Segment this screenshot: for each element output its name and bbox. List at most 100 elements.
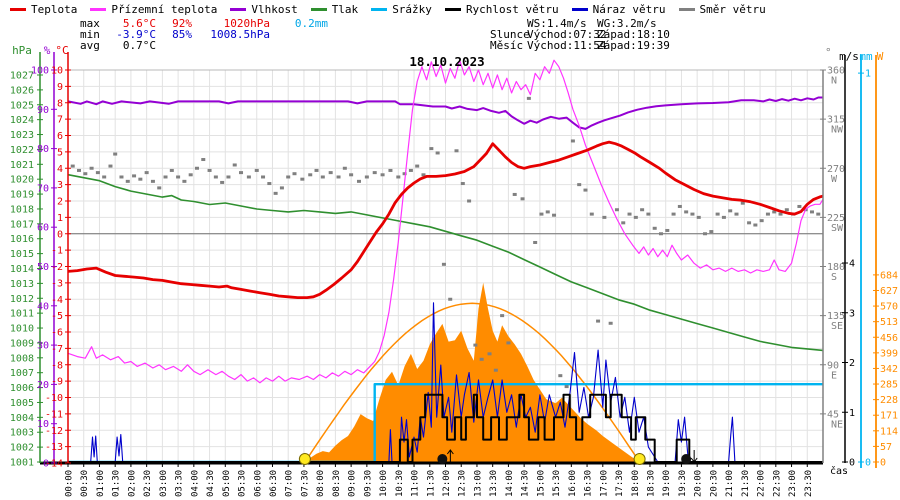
legend-color-dash bbox=[571, 8, 588, 11]
svg-text:13:00: 13:00 bbox=[473, 470, 483, 497]
svg-text:20: 20 bbox=[37, 380, 49, 391]
svg-text:18:30: 18:30 bbox=[646, 470, 656, 497]
svg-text:1026: 1026 bbox=[10, 85, 34, 96]
stat-wind-speed-avg: WS:1.4m/s bbox=[527, 17, 587, 30]
svg-text:02:30: 02:30 bbox=[143, 470, 153, 497]
stat-min-label: min bbox=[80, 28, 100, 41]
legend-color-dash bbox=[230, 8, 247, 11]
svg-text:12:00: 12:00 bbox=[442, 470, 452, 497]
svg-text:1025: 1025 bbox=[10, 100, 34, 111]
svg-text:4: 4 bbox=[849, 259, 855, 270]
legend-item-label: Teplota bbox=[31, 3, 78, 16]
svg-text:-8: -8 bbox=[51, 360, 63, 371]
legend-item-6: Rychlost větru bbox=[444, 3, 559, 16]
svg-text:10: 10 bbox=[37, 419, 49, 430]
svg-text:-4: -4 bbox=[51, 295, 63, 306]
svg-text:3: 3 bbox=[849, 308, 855, 319]
svg-text:E: E bbox=[831, 370, 837, 381]
moonset-arrow-icon bbox=[690, 450, 698, 463]
stat-max-humidity: 92% bbox=[172, 17, 192, 30]
legend-item-label: Přízemní teplota bbox=[111, 3, 218, 16]
svg-text:315: 315 bbox=[827, 115, 845, 126]
legend-color-dash bbox=[90, 8, 107, 11]
svg-text:90: 90 bbox=[827, 360, 839, 371]
svg-text:7: 7 bbox=[57, 115, 63, 126]
svg-text:45: 45 bbox=[827, 409, 839, 420]
svg-text:07:30: 07:30 bbox=[300, 470, 310, 497]
stat-min-temp: -3.9°C bbox=[116, 28, 156, 41]
svg-text:N: N bbox=[831, 76, 837, 87]
stat-min-pressure: 1008.5hPa bbox=[210, 28, 270, 41]
svg-text:1023: 1023 bbox=[10, 130, 34, 141]
legend-item-label: Směr větru bbox=[699, 3, 766, 16]
svg-text:4: 4 bbox=[57, 164, 63, 175]
svg-text:W: W bbox=[831, 174, 838, 185]
svg-text:1005: 1005 bbox=[10, 398, 34, 409]
svg-text:225: 225 bbox=[827, 213, 845, 224]
legend-color-dash bbox=[371, 8, 388, 11]
svg-text:m/s: m/s bbox=[839, 50, 859, 63]
svg-text:270: 270 bbox=[827, 164, 845, 175]
svg-text:1010: 1010 bbox=[10, 324, 34, 335]
svg-text:%: % bbox=[44, 44, 51, 57]
svg-text:°C: °C bbox=[55, 44, 68, 57]
svg-text:11:30: 11:30 bbox=[426, 470, 436, 497]
svg-text:171: 171 bbox=[880, 411, 898, 422]
time-axis-caption: čas bbox=[830, 465, 848, 477]
stat-moonset: Západ:19:39 bbox=[597, 39, 670, 52]
legend-item-8: Směr větru bbox=[678, 3, 766, 16]
svg-text:13:30: 13:30 bbox=[489, 470, 499, 497]
svg-text:03:00: 03:00 bbox=[159, 470, 169, 497]
svg-text:570: 570 bbox=[880, 302, 898, 313]
legend-item-label: Rychlost větru bbox=[465, 3, 559, 16]
svg-text:22:00: 22:00 bbox=[757, 470, 767, 497]
sunrise-marker bbox=[298, 453, 311, 465]
svg-text:23:00: 23:00 bbox=[788, 470, 798, 497]
stats-max-row: max 5.6°C 92% 1020hPa 0.2mm bbox=[80, 17, 328, 30]
moonset-marker bbox=[681, 454, 692, 464]
right-axes: °360N315NW270W225SW180S135SE90E45NEm/s43… bbox=[820, 46, 898, 469]
svg-text:1019: 1019 bbox=[10, 190, 34, 201]
svg-text:1022: 1022 bbox=[10, 145, 34, 156]
svg-text:1: 1 bbox=[849, 408, 855, 419]
svg-text:W: W bbox=[877, 50, 884, 63]
stat-max-temp: 5.6°C bbox=[122, 17, 156, 30]
svg-text:1002: 1002 bbox=[10, 443, 34, 454]
legend-color-dash bbox=[310, 8, 327, 11]
svg-text:06:00: 06:00 bbox=[253, 470, 263, 497]
svg-text:°: ° bbox=[825, 46, 832, 59]
stat-max-label: max bbox=[80, 17, 100, 30]
svg-text:627: 627 bbox=[880, 286, 898, 297]
svg-text:01:00: 01:00 bbox=[96, 470, 106, 497]
chart-legend: Teplota Přízemní teplota Vlhkost Tlak Srážky… bbox=[10, 3, 766, 16]
svg-text:SE: SE bbox=[831, 321, 843, 332]
svg-text:NE: NE bbox=[831, 419, 843, 430]
svg-text:1017: 1017 bbox=[10, 219, 34, 230]
legend-item-label: Náraz větru bbox=[592, 3, 666, 16]
legend-item-label: Tlak bbox=[331, 3, 359, 16]
gridlines bbox=[68, 69, 823, 463]
svg-text:18:00: 18:00 bbox=[631, 470, 641, 497]
series-wind-speed bbox=[68, 393, 823, 463]
svg-text:-13: -13 bbox=[45, 442, 63, 453]
svg-text:14:00: 14:00 bbox=[505, 470, 515, 497]
svg-text:1006: 1006 bbox=[10, 383, 34, 394]
stat-moonrise: Východ:11:54 bbox=[527, 39, 607, 52]
svg-text:3: 3 bbox=[57, 180, 63, 191]
svg-text:20:30: 20:30 bbox=[709, 470, 719, 497]
legend-item-2: Přízemní teplota bbox=[90, 3, 217, 16]
svg-text:50: 50 bbox=[37, 262, 49, 273]
svg-text:04:00: 04:00 bbox=[190, 470, 200, 497]
legend-item-label: Srážky bbox=[392, 3, 432, 16]
legend-color-dash bbox=[678, 8, 695, 11]
legend-item-1: Teplota bbox=[10, 3, 77, 16]
svg-text:285: 285 bbox=[880, 380, 898, 391]
svg-text:456: 456 bbox=[880, 333, 898, 344]
legend-item-7: Náraz větru bbox=[571, 3, 666, 16]
chart-date-title: 18.10.2023 bbox=[409, 54, 484, 69]
svg-text:23:30: 23:30 bbox=[804, 470, 814, 497]
svg-text:14:30: 14:30 bbox=[521, 470, 531, 497]
svg-text:-14: -14 bbox=[45, 459, 63, 470]
